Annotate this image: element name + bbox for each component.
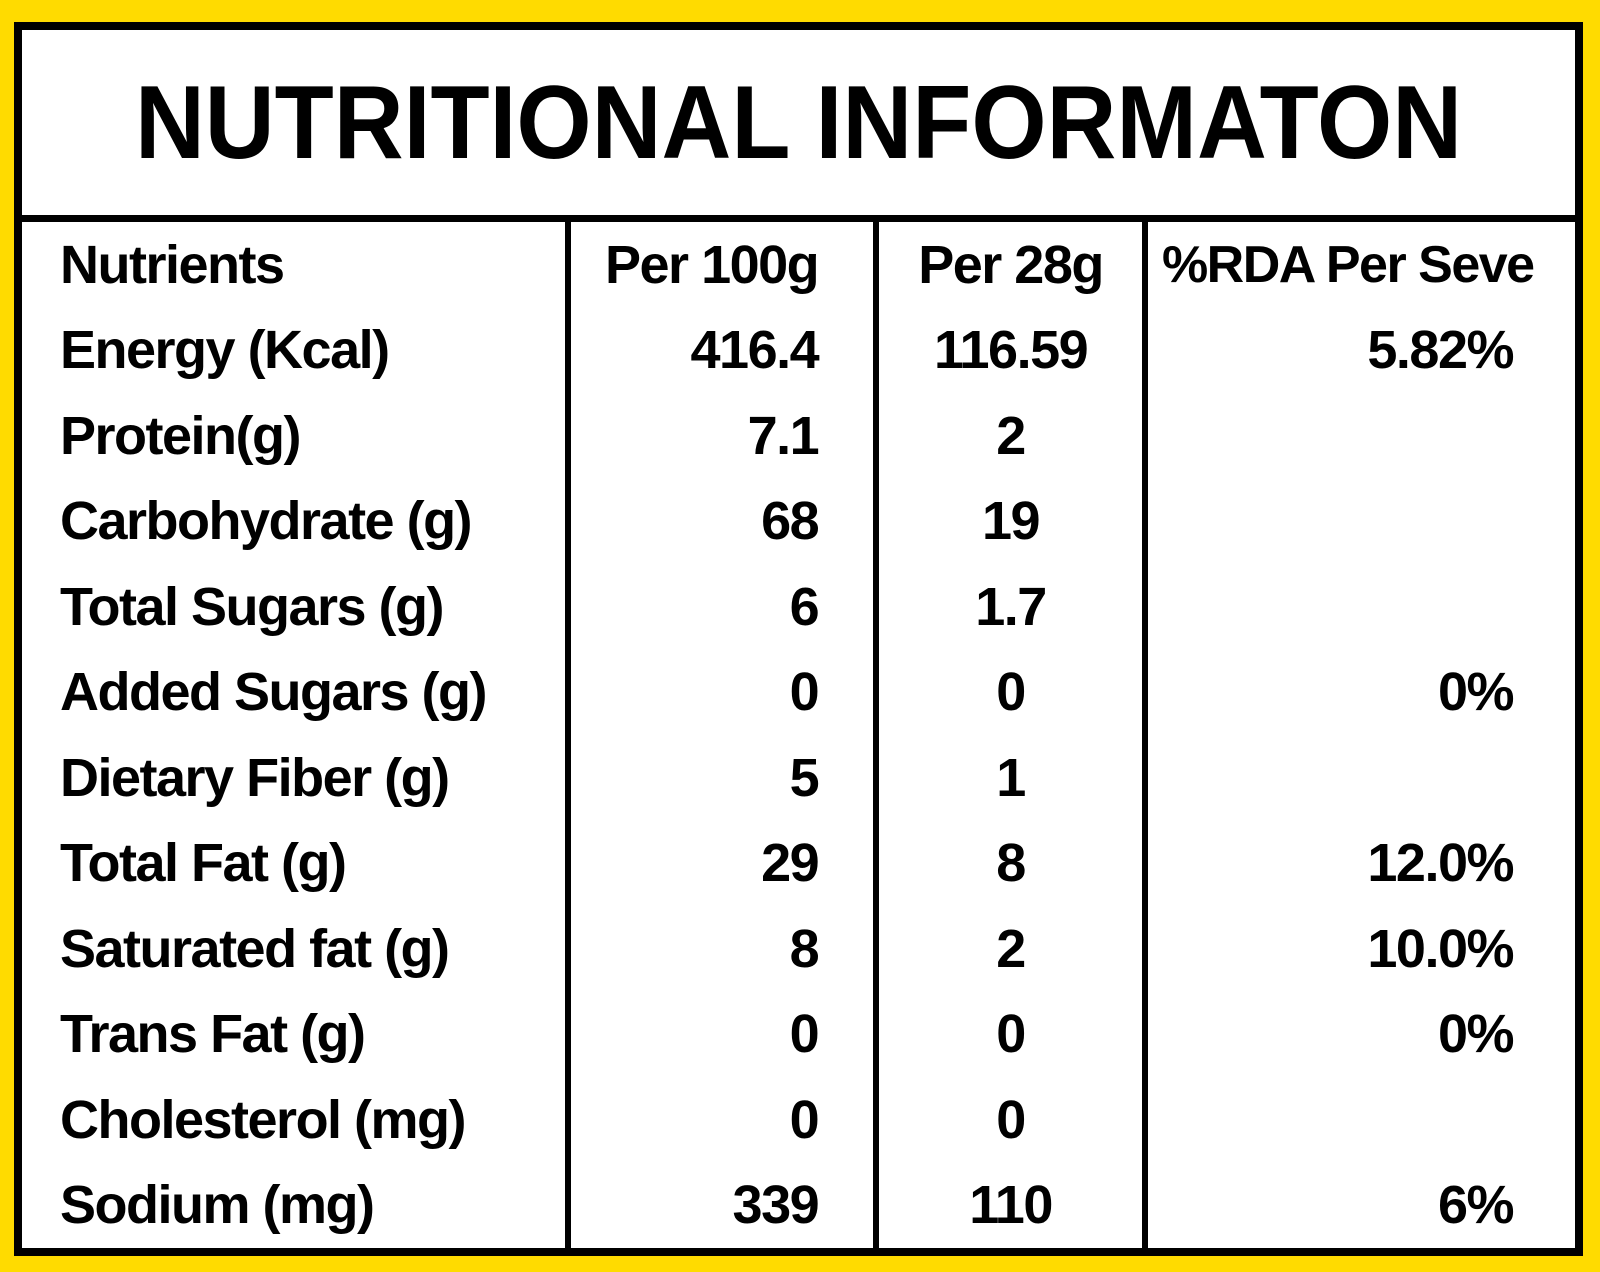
- column-nutrients: Nutrients Energy (Kcal) Protein(g) Carbo…: [22, 222, 565, 1248]
- row-label-energy: Energy (Kcal): [60, 320, 390, 381]
- cell-cholesterol-per-28g: 0: [996, 1089, 1026, 1150]
- row-label-trans-fat: Trans Fat (g): [60, 1004, 366, 1065]
- nutrition-table: Nutrients Energy (Kcal) Protein(g) Carbo…: [22, 222, 1575, 1248]
- cell-trans-fat-per-100g: 0: [789, 1004, 820, 1065]
- cell-carbohydrate-per-100g: 68: [761, 491, 820, 552]
- label-title-bar: NUTRITIONAL INFORMATON: [22, 30, 1575, 222]
- cell-total-sugars-per-100g: 6: [789, 576, 820, 637]
- row-label-saturated-fat: Saturated fat (g): [60, 918, 450, 979]
- cell-total-fat-rda: 12.0%: [1367, 833, 1514, 894]
- cell-trans-fat-per-28g: 0: [996, 1004, 1026, 1065]
- label-title: NUTRITIONAL INFORMATON: [134, 64, 1463, 181]
- cell-dietary-fiber-per-28g: 1: [996, 747, 1026, 808]
- cell-cholesterol-rda: [1148, 1077, 1575, 1163]
- label-border-box: NUTRITIONAL INFORMATON Nutrients Energy …: [14, 22, 1583, 1256]
- cell-sodium-per-100g: 339: [732, 1175, 820, 1236]
- cell-sodium-rda: 6%: [1437, 1175, 1515, 1236]
- cell-dietary-fiber-per-100g: 5: [789, 747, 820, 808]
- column-per-100g: Per 100g 416.4 7.1 68 6 0 5 29 8 0 0 339: [564, 222, 874, 1248]
- cell-added-sugars-per-100g: 0: [789, 662, 820, 723]
- cell-added-sugars-per-28g: 0: [996, 662, 1026, 723]
- cell-saturated-fat-rda: 10.0%: [1367, 918, 1514, 979]
- cell-carbohydrate-rda: [1148, 479, 1575, 565]
- cell-protein-per-100g: 7.1: [747, 405, 820, 466]
- cell-energy-per-28g: 116.59: [933, 320, 1089, 381]
- column-header-per-100g: Per 100g: [605, 234, 820, 295]
- row-label-cholesterol: Cholesterol (mg): [60, 1089, 467, 1150]
- cell-saturated-fat-per-28g: 2: [996, 918, 1026, 979]
- row-label-added-sugars: Added Sugars (g): [60, 662, 488, 723]
- cell-cholesterol-per-100g: 0: [789, 1089, 820, 1150]
- row-label-total-sugars: Total Sugars (g): [60, 576, 445, 637]
- cell-protein-per-28g: 2: [996, 405, 1026, 466]
- cell-total-fat-per-100g: 29: [761, 833, 820, 894]
- column-rda-per-serve: %RDA Per Seve 5.82% 0% 12.0% 10.0% 0% 6%: [1141, 222, 1575, 1248]
- cell-added-sugars-rda: 0%: [1437, 662, 1515, 723]
- cell-trans-fat-rda: 0%: [1437, 1004, 1515, 1065]
- row-label-total-fat: Total Fat (g): [60, 833, 347, 894]
- cell-dietary-fiber-rda: [1148, 735, 1575, 821]
- cell-carbohydrate-per-28g: 19: [982, 491, 1041, 552]
- cell-total-fat-per-28g: 8: [996, 833, 1026, 894]
- cell-energy-rda: 5.82%: [1367, 320, 1514, 381]
- row-label-carbohydrate: Carbohydrate (g): [60, 491, 473, 552]
- cell-total-sugars-rda: [1148, 564, 1575, 650]
- cell-saturated-fat-per-100g: 8: [789, 918, 820, 979]
- cell-energy-per-100g: 416.4: [690, 320, 820, 381]
- row-label-protein: Protein(g): [60, 405, 301, 466]
- row-label-sodium: Sodium (mg): [60, 1175, 375, 1236]
- column-header-nutrients: Nutrients: [60, 234, 285, 295]
- cell-protein-rda: [1148, 393, 1575, 479]
- cell-total-sugars-per-28g: 1.7: [975, 576, 1047, 637]
- column-per-28g: Per 28g 116.59 2 19 1.7 0 1 8 2 0 0 110: [873, 222, 1142, 1248]
- cell-sodium-per-28g: 110: [969, 1175, 1053, 1236]
- row-label-dietary-fiber: Dietary Fiber (g): [60, 747, 450, 808]
- column-header-rda: %RDA Per Seve: [1161, 235, 1535, 294]
- column-header-per-28g: Per 28g: [918, 234, 1104, 295]
